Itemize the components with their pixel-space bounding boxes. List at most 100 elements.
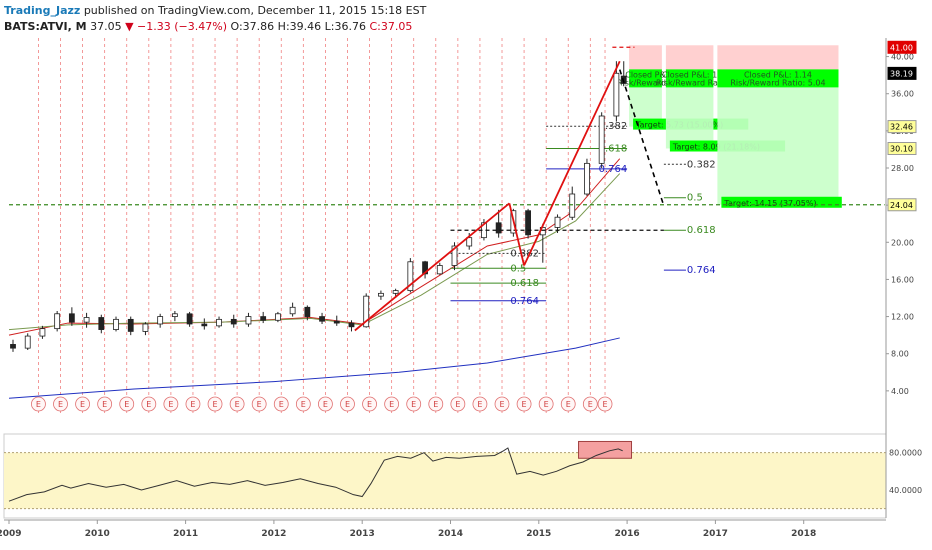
price-tick-label: 8.00 — [891, 350, 909, 359]
candle-body[interactable] — [569, 193, 576, 218]
candle-body[interactable] — [171, 313, 178, 317]
earnings-marker[interactable] — [560, 396, 576, 412]
candle-body[interactable] — [157, 316, 164, 325]
candle-body[interactable] — [245, 316, 252, 325]
stop-zone — [717, 45, 839, 74]
earnings-marker[interactable] — [362, 396, 377, 412]
candle-body[interactable] — [10, 344, 16, 349]
rsi-highlight-box[interactable] — [578, 440, 633, 459]
last-price: 37.05 — [90, 20, 122, 33]
earnings-marker[interactable] — [597, 396, 613, 412]
candle-body[interactable] — [24, 335, 31, 349]
target-tag[interactable] — [721, 196, 842, 208]
candle-body[interactable] — [613, 72, 620, 117]
price-tag[interactable] — [887, 120, 917, 134]
earnings-marker-label: E — [455, 400, 460, 409]
candle-body[interactable] — [363, 295, 370, 328]
position-label-box[interactable] — [665, 69, 714, 88]
earnings-marker[interactable] — [582, 396, 598, 412]
candle-body[interactable] — [319, 316, 325, 322]
trend-line[interactable] — [523, 60, 621, 266]
candle-body[interactable] — [525, 210, 531, 236]
candle-body[interactable] — [333, 320, 340, 324]
candle-body[interactable] — [584, 162, 590, 195]
price-tag[interactable] — [887, 198, 917, 212]
earnings-marker-label: E — [124, 400, 129, 409]
projection-line[interactable] — [618, 69, 665, 207]
candle-body[interactable] — [304, 306, 311, 317]
candle-body[interactable] — [289, 306, 296, 315]
earnings-marker[interactable] — [119, 396, 135, 412]
candle-body[interactable] — [230, 318, 237, 325]
candle-body[interactable] — [598, 115, 605, 164]
candle-body[interactable] — [422, 261, 428, 275]
earnings-marker[interactable] — [251, 396, 267, 412]
price-tag[interactable] — [887, 142, 917, 155]
candle-body[interactable] — [407, 261, 414, 291]
earnings-marker[interactable] — [141, 396, 157, 412]
earnings-marker-label: E — [279, 400, 284, 409]
price-tag[interactable] — [887, 40, 917, 54]
price-tag-label: 41.00 — [890, 43, 913, 52]
candle-body[interactable] — [495, 222, 502, 234]
earnings-marker-label: E — [235, 400, 240, 409]
earnings-marker[interactable] — [472, 396, 488, 412]
candle-body[interactable] — [274, 313, 281, 321]
earnings-marker-label: E — [522, 400, 527, 409]
candle-body[interactable] — [554, 216, 561, 228]
candle-body[interactable] — [436, 265, 443, 275]
earnings-marker[interactable] — [185, 396, 201, 412]
price-tag[interactable] — [887, 66, 917, 80]
candle-body[interactable] — [186, 313, 193, 325]
candle-body[interactable] — [201, 323, 208, 327]
earnings-marker[interactable] — [428, 396, 444, 412]
earnings-marker[interactable] — [450, 396, 466, 412]
candle-body[interactable] — [54, 313, 61, 330]
candle-body[interactable] — [216, 318, 222, 327]
candle-body[interactable] — [98, 317, 105, 330]
earnings-marker[interactable] — [340, 396, 355, 412]
fib-level-label: 0.382 — [510, 248, 539, 259]
earnings-marker[interactable] — [318, 396, 333, 412]
earnings-marker-label: E — [146, 400, 151, 409]
earnings-marker[interactable] — [31, 396, 46, 412]
earnings-marker-label: E — [345, 400, 350, 409]
earnings-marker[interactable] — [494, 396, 510, 412]
candle-body[interactable] — [378, 292, 384, 297]
candle-body[interactable] — [68, 313, 75, 323]
earnings-marker[interactable] — [538, 396, 554, 412]
symbol-name[interactable]: BATS:ATVI, M — [4, 20, 87, 33]
earnings-marker[interactable] — [384, 396, 400, 412]
earnings-marker[interactable] — [295, 396, 311, 412]
price-tick-label: 4.00 — [891, 387, 909, 396]
position-label-box[interactable] — [717, 69, 839, 88]
earnings-marker[interactable] — [516, 396, 532, 412]
earnings-marker[interactable] — [53, 396, 68, 412]
earnings-marker[interactable] — [229, 396, 245, 412]
candle-body[interactable] — [348, 322, 355, 328]
risk-reward-label: Risk/Reward Ratio: 5.04 — [730, 78, 825, 87]
earnings-marker-label: E — [190, 400, 195, 409]
candle-body[interactable] — [392, 290, 399, 294]
fib-level-label: 0.764 — [510, 296, 539, 307]
earnings-marker-label: E — [544, 400, 549, 409]
earnings-marker[interactable] — [273, 396, 289, 412]
candle-body[interactable] — [127, 318, 134, 332]
candle-body[interactable] — [39, 328, 46, 337]
position-label-box[interactable] — [629, 69, 662, 88]
candle-body[interactable] — [466, 237, 473, 247]
earnings-marker[interactable] — [163, 396, 179, 412]
earnings-marker[interactable] — [97, 396, 113, 412]
earnings-marker[interactable] — [207, 396, 223, 412]
candle-body[interactable] — [142, 323, 149, 332]
earnings-marker[interactable] — [406, 396, 422, 412]
candle-body[interactable] — [451, 245, 458, 266]
candle-body[interactable] — [83, 317, 90, 323]
author-name[interactable]: Trading_Jazz — [4, 4, 81, 17]
trend-line[interactable] — [508, 203, 525, 266]
earnings-marker[interactable] — [75, 396, 90, 412]
trend-line[interactable] — [354, 202, 510, 332]
candle-body[interactable] — [260, 316, 267, 321]
candle-body[interactable] — [113, 318, 119, 330]
